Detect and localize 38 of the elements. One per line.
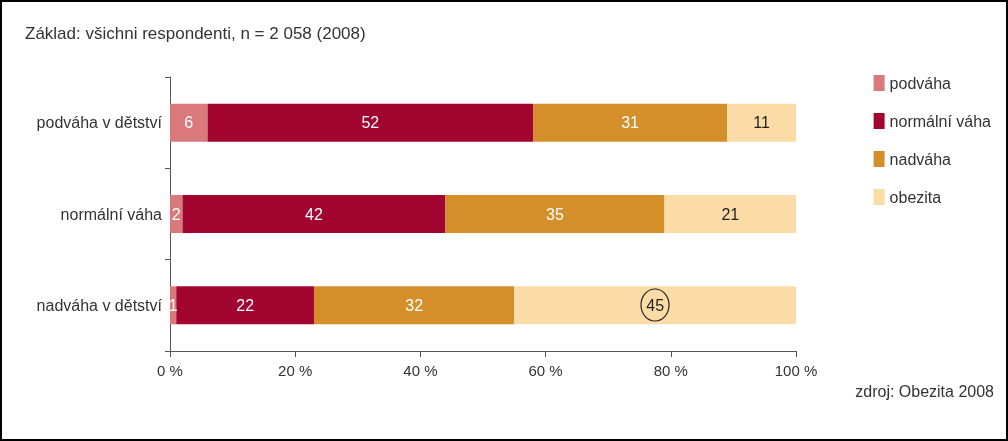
- bar: [182, 195, 446, 233]
- data-label: 2: [171, 205, 181, 223]
- legend-label: nadváha: [889, 150, 952, 168]
- x-tick-label: 20 %: [278, 362, 313, 379]
- data-label: 35: [546, 205, 564, 223]
- legend-label: normální váha: [889, 112, 992, 130]
- x-tick-label: 100 %: [774, 362, 818, 379]
- bar: [207, 103, 534, 142]
- y-tick-label: podváha v dětství: [36, 114, 163, 132]
- data-label: 1: [168, 296, 178, 314]
- bar: [664, 195, 796, 233]
- data-label: 11: [753, 114, 770, 132]
- bar: [445, 195, 665, 233]
- data-label: 42: [305, 205, 323, 223]
- data-label: 45: [646, 296, 665, 314]
- y-tick-label: normální váha: [60, 205, 163, 223]
- bar: [170, 103, 208, 142]
- data-label: 22: [236, 296, 255, 314]
- bar: [313, 286, 515, 325]
- bar: [176, 286, 314, 325]
- x-tick-label: 60 %: [528, 362, 563, 379]
- y-tick-label: nadváha v dětství: [36, 296, 163, 314]
- chart-title: Základ: všichni respondenti, n = 2 058 (2008): [25, 24, 366, 43]
- data-label: 6: [184, 114, 194, 132]
- bar: [170, 195, 183, 233]
- data-label: 32: [405, 296, 424, 314]
- bar: [514, 286, 796, 325]
- bar: [727, 103, 796, 142]
- data-label: 21: [721, 205, 740, 223]
- x-tick-label: 40 %: [403, 362, 438, 379]
- legend-label: obezita: [889, 188, 942, 206]
- data-label: 31: [621, 114, 640, 132]
- x-tick-label: 0 %: [157, 362, 183, 379]
- data-label: 52: [361, 114, 380, 132]
- bar: [533, 103, 728, 142]
- legend-label: podváha: [889, 74, 952, 92]
- text: zdroj: Obezita 2008: [855, 382, 995, 400]
- x-tick-label: 80 %: [653, 362, 688, 379]
